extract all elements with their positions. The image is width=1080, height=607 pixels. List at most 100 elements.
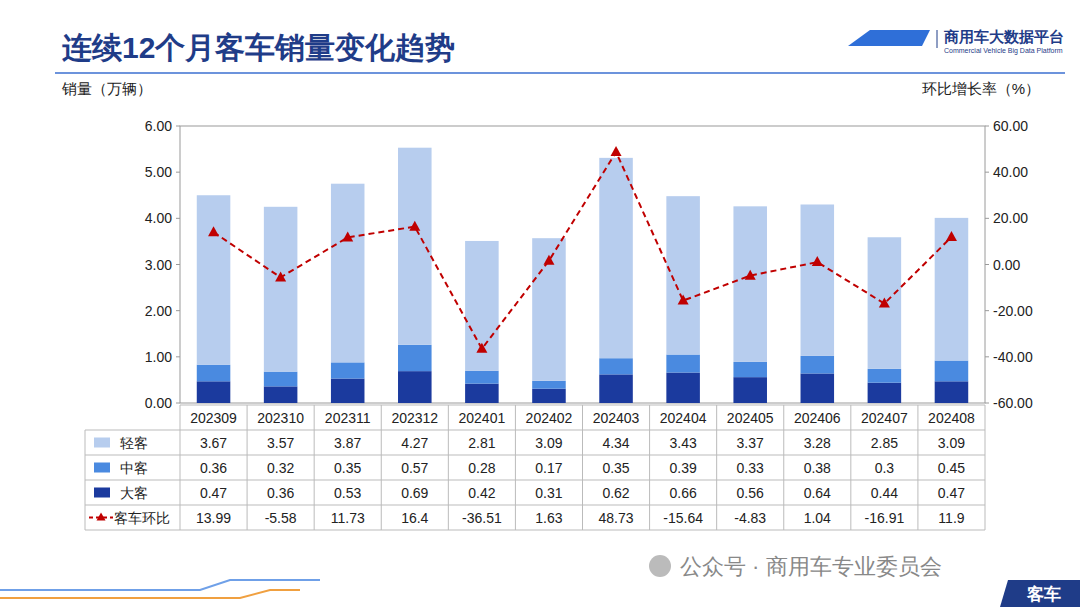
- marker: [543, 255, 554, 265]
- table-value: 4.34: [602, 435, 629, 451]
- table-value: 2.85: [871, 435, 898, 451]
- table-rule: [783, 405, 784, 530]
- table-value: 0.32: [267, 460, 294, 476]
- bar: [331, 184, 365, 363]
- y2-tick-label: 60.00: [993, 118, 1028, 134]
- logo-mark: [848, 30, 930, 46]
- table-value: 0.3: [875, 460, 895, 476]
- table-value: 48.73: [599, 510, 634, 526]
- table-value: 0.44: [871, 485, 898, 501]
- y2-tick: [985, 356, 989, 357]
- legend-label: 大客: [120, 485, 148, 501]
- table-value: 0.66: [670, 485, 697, 501]
- y-tick: [176, 172, 180, 173]
- legend-symbol: [97, 513, 106, 521]
- marker: [342, 231, 353, 241]
- y2-tick-label: -60.00: [993, 395, 1033, 411]
- bar: [801, 373, 835, 403]
- table-value: 13.99: [196, 510, 231, 526]
- plot-frame: [180, 126, 985, 403]
- table-value: 0.35: [334, 460, 361, 476]
- table-value: 0.69: [401, 485, 428, 501]
- y-tick: [176, 218, 180, 219]
- y-tick: [176, 310, 180, 311]
- bar: [868, 369, 902, 383]
- y2-tick-label: 0.00: [993, 257, 1020, 273]
- table-rule: [85, 455, 985, 456]
- y2-tick-label: -40.00: [993, 349, 1033, 365]
- y-tick-label: 5.00: [145, 164, 172, 180]
- y2-tick: [985, 172, 989, 173]
- bar: [935, 381, 969, 403]
- table-rule: [850, 405, 851, 530]
- marker: [476, 343, 487, 353]
- legend-symbol: [94, 438, 110, 448]
- y-tick: [176, 126, 180, 127]
- y2-axis-label: 环比增长率（%）: [922, 80, 1040, 97]
- table-value: 3.87: [334, 435, 361, 451]
- table-value: -5.58: [265, 510, 297, 526]
- bar: [801, 356, 835, 374]
- logo-text: 商用车大数据平台: [943, 28, 1064, 45]
- table-value: 3.28: [804, 435, 831, 451]
- source: 公众号 · 商用车专业委员会: [680, 554, 942, 579]
- table-rule: [85, 430, 86, 530]
- table-value: 3.09: [938, 435, 965, 451]
- bar: [197, 195, 231, 364]
- bar: [532, 381, 566, 389]
- marker: [879, 298, 890, 308]
- table-value: 0.62: [602, 485, 629, 501]
- table-value: 1.04: [804, 510, 831, 526]
- table-value: -36.51: [462, 510, 502, 526]
- bar: [733, 362, 767, 377]
- y-tick-label: 3.00: [145, 257, 172, 273]
- footer-decor: [0, 590, 300, 598]
- x-tick-label: 202311: [325, 410, 371, 426]
- bar: [733, 377, 767, 403]
- table-value: 0.64: [804, 485, 831, 501]
- table-rule: [314, 405, 315, 530]
- marker: [275, 271, 286, 281]
- table-value: -16.91: [865, 510, 905, 526]
- stage: 连续12个月客车销量变化趋势商用车大数据平台Commercial Vehicle…: [0, 0, 1080, 607]
- marker: [409, 221, 420, 231]
- table-value: 1.63: [535, 510, 562, 526]
- table-value: 0.42: [468, 485, 495, 501]
- y-tick: [176, 403, 180, 404]
- bar: [465, 241, 499, 371]
- bar: [935, 218, 969, 361]
- header-rule: [55, 72, 1065, 74]
- table-rule: [985, 405, 986, 530]
- x-tick-label: 202310: [257, 410, 304, 426]
- bar: [532, 389, 566, 403]
- table-value: 0.45: [938, 460, 965, 476]
- table-value: 0.36: [200, 460, 227, 476]
- table-rule: [716, 405, 717, 530]
- tag: 客车: [1026, 585, 1061, 604]
- marker: [946, 231, 957, 241]
- legend-symbol: [94, 463, 110, 473]
- table-rule: [582, 405, 583, 530]
- bar: [666, 196, 700, 354]
- table-value: 3.43: [670, 435, 697, 451]
- table-value: 0.28: [468, 460, 495, 476]
- bar: [666, 355, 700, 373]
- logo-divider: [937, 30, 938, 48]
- table-rule: [85, 430, 985, 431]
- table-rule: [85, 530, 985, 531]
- x-tick-label: 202401: [459, 410, 506, 426]
- bar: [599, 158, 633, 358]
- bar: [398, 148, 432, 345]
- table-rule: [85, 505, 985, 506]
- table-value: 0.53: [334, 485, 361, 501]
- y2-tick: [985, 403, 989, 404]
- footer-decor: [0, 580, 320, 590]
- bar: [331, 362, 365, 378]
- x-tick-label: 202408: [928, 410, 975, 426]
- y-tick-label: 1.00: [145, 349, 172, 365]
- marker: [678, 295, 689, 305]
- table-value: 0.38: [804, 460, 831, 476]
- table-value: 0.47: [200, 485, 227, 501]
- bar: [465, 371, 499, 384]
- bar: [264, 207, 298, 372]
